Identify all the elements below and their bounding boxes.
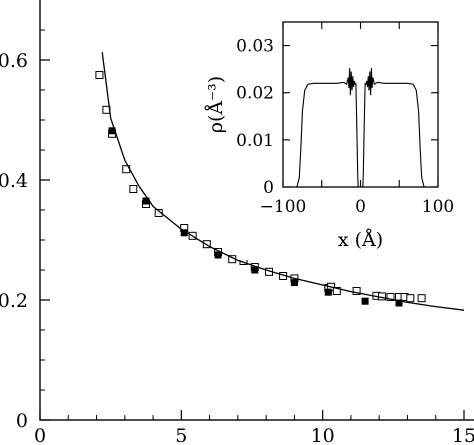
y-tick-label: 0	[16, 410, 28, 432]
x-tick-label: 15	[452, 425, 474, 445]
inset-background	[238, 10, 460, 260]
inset-y-tick-label: 0	[263, 178, 274, 198]
filled-square-point	[361, 297, 369, 305]
open-square-point	[378, 292, 386, 301]
inset-y-axis-title: ρ(Å⁻³)	[205, 76, 227, 133]
y-tick-label: 0.2	[0, 290, 28, 312]
filled-square-point	[251, 266, 259, 274]
open-square-point	[386, 293, 395, 301]
inset-y-tick-label: 0.03	[236, 37, 274, 57]
inset-y-tick-label: 0.02	[236, 84, 274, 104]
inset-x-axis-title: x (Å)	[338, 229, 383, 251]
inset-y-tick-label: 0.01	[236, 131, 274, 151]
inset-x-tick-label: 100	[422, 197, 454, 217]
open-square-point	[95, 71, 104, 79]
x-tick-label: 0	[34, 425, 46, 445]
open-square-point	[406, 294, 415, 303]
density-profile-line	[290, 68, 431, 188]
open-square-point	[129, 185, 138, 193]
inset-x-tick-label: −100	[260, 197, 307, 217]
main-plot-frame	[39, 0, 474, 421]
x-tick-label: 5	[175, 425, 187, 445]
fit-curve	[101, 52, 465, 311]
y-tick-label: 0.6	[0, 50, 28, 72]
x-tick-label: 10	[311, 425, 335, 445]
filled-square-point	[395, 299, 403, 307]
filled-square-point	[214, 251, 222, 259]
y-tick-label: 0.4	[0, 170, 28, 192]
filled-square-point	[290, 279, 298, 287]
filled-square-point	[324, 288, 332, 296]
open-square-point	[332, 287, 341, 295]
open-square-point	[417, 294, 426, 303]
open-square-point	[352, 287, 361, 295]
inset-x-tick-label: 0	[355, 197, 366, 217]
